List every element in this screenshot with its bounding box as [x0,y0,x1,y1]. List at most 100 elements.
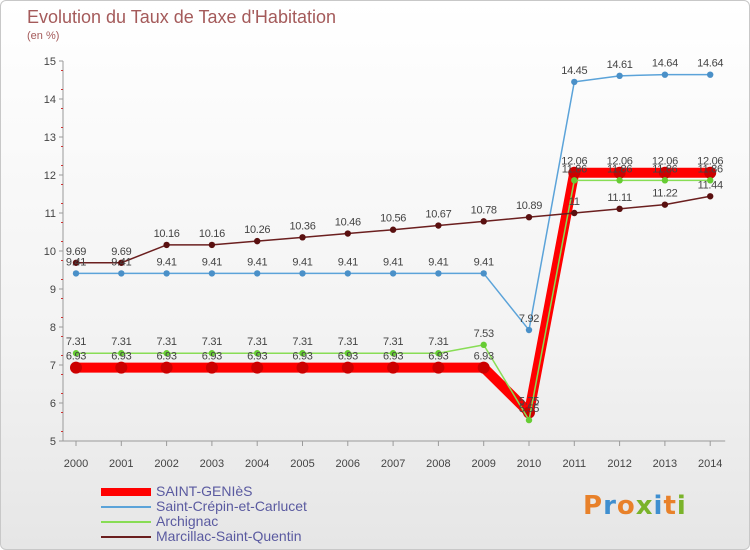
x-tick-label: 2009 [471,458,495,470]
data-label: 9.41 [474,256,494,268]
data-point [299,350,306,357]
data-point [163,270,170,277]
data-label: 12.06 [561,156,587,168]
x-tick-label: 2001 [109,458,133,470]
x-tick-label: 2002 [154,458,178,470]
data-point [661,177,669,184]
chart-subtitle: (en %) [27,30,60,42]
legend-swatch [101,521,151,523]
data-point [571,177,578,184]
data-point [613,166,626,179]
data-label: 11.44 [698,179,723,191]
data-point [341,361,354,374]
data-point [344,270,351,277]
logo-letter: r [603,491,617,521]
data-point [707,71,714,78]
data-point [480,270,487,277]
y-tick-label: 13 [44,132,56,144]
data-point [480,218,487,225]
data-label: 10.36 [289,220,315,232]
data-label: 9.69 [66,246,86,258]
data-point [208,270,216,277]
x-tick-label: 2011 [562,458,586,470]
data-label: 6.93 [338,351,358,363]
data-label: 6.93 [156,351,176,363]
y-tick-label: 8 [50,322,56,334]
data-point [658,166,671,179]
data-point [72,259,80,266]
data-label: 5.55 [519,403,539,415]
legend-label: Archignac [156,513,219,529]
data-point [525,416,533,424]
data-point [70,361,82,374]
data-label: 6.93 [66,351,86,363]
data-point [299,270,306,277]
data-point [163,350,170,357]
data-point [208,241,216,249]
data-point [525,326,533,334]
data-label: 14.64 [697,58,723,70]
data-point [571,209,578,217]
logo-letter: t [663,491,677,521]
data-point [616,177,623,184]
data-label: 9.41 [292,256,312,268]
data-point [115,361,128,374]
data-label: 12.06 [607,156,633,168]
data-label: 14.64 [652,58,678,70]
data-label: 12.06 [697,156,723,168]
data-point [296,361,309,374]
data-label: 6.93 [383,351,403,363]
data-label: 14.61 [607,59,633,71]
chart-title: Evolution du Taux de Taxe d'Habitation [27,7,336,27]
data-point [72,350,80,357]
data-point [254,237,261,245]
data-label: 7.31 [383,336,403,348]
legend-swatch [101,488,151,496]
data-label: 9.41 [66,256,86,268]
data-point [477,361,490,374]
data-label: 11.22 [652,188,677,200]
proxiti-logo: Proxiti [583,491,687,521]
data-label: 9.41 [156,256,176,268]
data-point [389,350,397,357]
data-label: 7.31 [428,336,448,348]
data-label: 10.46 [335,217,361,229]
data-point [118,270,125,277]
data-label: 9.69 [111,246,131,258]
x-tick-label: 2005 [290,458,314,470]
data-label: 10.56 [380,213,406,225]
data-point [389,226,397,233]
data-label: 6.93 [292,351,312,363]
y-tick-label: 6 [50,398,56,410]
data-label: 7.31 [247,336,267,348]
data-label: 7.53 [474,328,494,340]
data-label: 10.26 [244,224,270,236]
data-label: 10.16 [199,228,225,240]
logo-letter: P [583,491,604,521]
data-point [387,361,400,374]
data-point [616,72,623,80]
data-point [435,350,442,357]
data-point [616,205,623,213]
data-label: 12.06 [652,156,678,168]
x-tick-label: 2013 [653,458,677,470]
legend-label: Saint-Crépin-et-Carlucet [156,498,307,514]
x-tick-label: 2008 [426,458,450,470]
legend-label: SAINT-GENIèS [156,483,253,499]
x-tick-label: 2007 [381,458,405,470]
data-label: 9.41 [338,256,358,268]
data-point [480,341,487,349]
data-point [704,166,717,179]
data-point [432,361,445,374]
data-label: 11.86 [652,163,677,175]
x-tick-label: 2012 [607,458,631,470]
data-point [661,201,669,208]
data-point [299,234,306,241]
data-point [571,78,578,86]
data-point [707,177,714,184]
data-point [205,361,218,374]
x-tick-label: 2000 [64,458,88,470]
data-label: 7.31 [202,336,222,348]
logo-letter: x [635,491,654,521]
